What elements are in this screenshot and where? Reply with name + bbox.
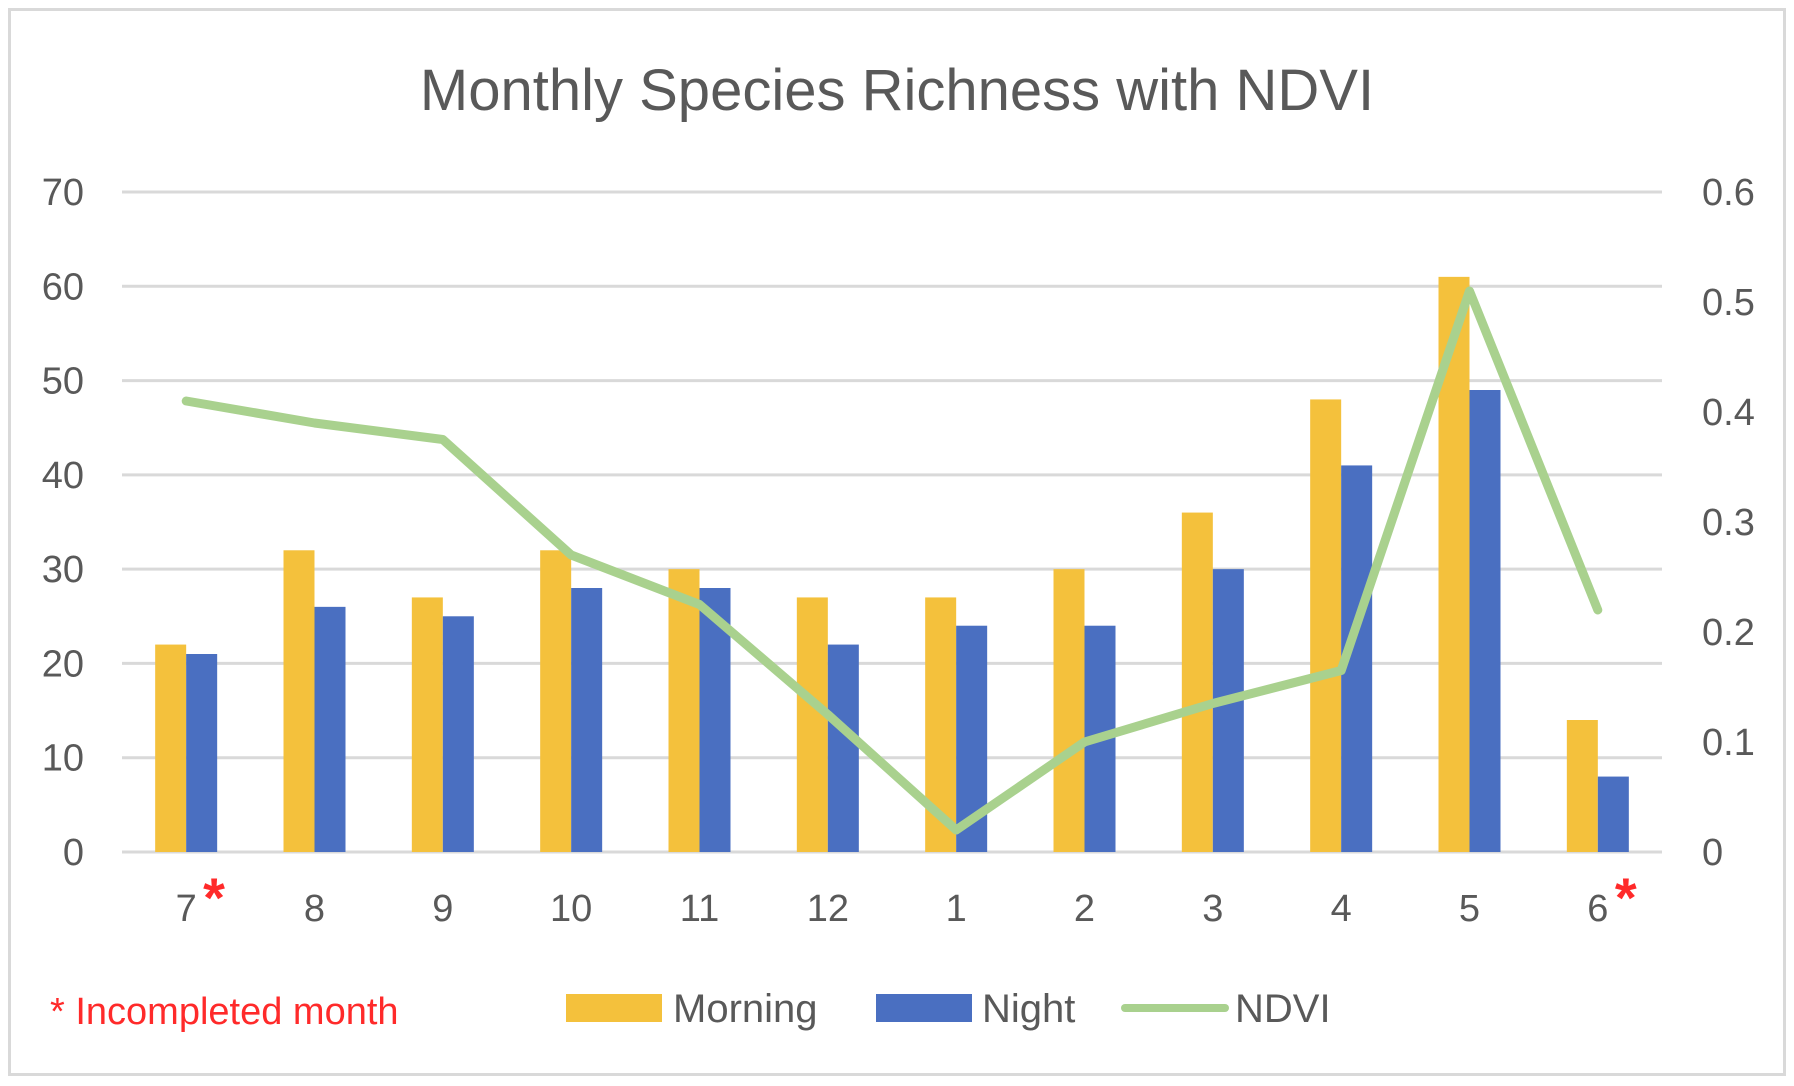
bar-morning: [1310, 399, 1342, 852]
x-axis-tick-label: 1: [946, 888, 967, 930]
right-axis-tick-label: 0: [1702, 832, 1723, 874]
legend-ndvi-label: NDVI: [1235, 987, 1331, 1031]
left-axis-tick-label: 40: [42, 455, 84, 497]
right-axis-tick-label: 0.2: [1702, 612, 1755, 654]
x-axis-tick-label: 6: [1587, 888, 1608, 930]
ndvi-line-layer: [181, 286, 1603, 835]
x-axis: 7 * 8 9 10 11 12 1 2 3 4 5 6 *: [176, 866, 1637, 930]
incomplete-note: * Incompleted month: [50, 991, 399, 1033]
legend-morning-label: Morning: [673, 987, 818, 1031]
incomplete-month-marker: *: [1615, 866, 1637, 929]
legend-night-label: Night: [982, 987, 1075, 1031]
right-axis-tick-label: 0.4: [1702, 392, 1755, 434]
x-axis-tick-label: 5: [1459, 888, 1480, 930]
chart-title: Monthly Species Richness with NDVI: [420, 58, 1374, 123]
bar-morning: [1053, 569, 1085, 852]
bar-morning: [1181, 512, 1213, 852]
legend-night-swatch: [876, 994, 972, 1022]
bar-morning: [283, 550, 315, 852]
left-axis-tick-label: 10: [42, 738, 84, 780]
bar-morning: [1566, 720, 1598, 852]
left-axis-tick-label: 70: [42, 172, 84, 214]
left-axis-tick-label: 20: [42, 643, 84, 685]
left-axis-tick-label: 60: [42, 266, 84, 308]
bars: [155, 276, 1629, 852]
right-axis-tick-label: 0.1: [1702, 722, 1755, 764]
x-axis-tick-label: 8: [304, 888, 325, 930]
bar-night: [442, 616, 474, 852]
right-axis-tick-label: 0.5: [1702, 282, 1755, 324]
x-axis-tick-label: 12: [807, 888, 849, 930]
bar-morning: [411, 597, 443, 852]
x-axis-tick-label: 10: [550, 888, 592, 930]
right-axis: 0 0.1 0.2 0.3 0.4 0.5 0.6: [1702, 172, 1755, 874]
bar-night: [1212, 569, 1244, 852]
right-axis-tick-label: 0.6: [1702, 172, 1755, 214]
bar-night: [1597, 776, 1629, 852]
legend-morning-swatch: [566, 994, 662, 1022]
x-axis-tick-label: 3: [1202, 888, 1223, 930]
bar-morning: [155, 644, 187, 852]
left-axis-tick-label: 0: [63, 832, 84, 874]
bar-night: [1469, 390, 1501, 852]
x-axis-tick-label: 7: [176, 888, 197, 930]
left-axis: 0 10 20 30 40 50 60 70: [42, 172, 84, 874]
bar-night: [186, 654, 218, 852]
bar-morning: [796, 597, 828, 852]
x-axis-tick-label: 2: [1074, 888, 1095, 930]
bar-morning: [540, 550, 572, 852]
x-axis-tick-label: 11: [680, 888, 719, 930]
legend: Morning Night NDVI: [566, 987, 1331, 1031]
x-axis-tick-label: 9: [432, 888, 453, 930]
right-axis-tick-label: 0.3: [1702, 502, 1755, 544]
bar-night: [314, 606, 346, 852]
grid-lines: [122, 190, 1662, 854]
incomplete-month-marker: *: [203, 866, 225, 929]
left-axis-tick-label: 30: [42, 549, 84, 591]
left-axis-tick-label: 50: [42, 361, 84, 403]
x-axis-tick-label: 4: [1331, 888, 1352, 930]
bar-night: [827, 644, 859, 852]
ndvi-line: [181, 286, 1603, 835]
bar-night: [571, 588, 603, 852]
bar-morning: [668, 569, 700, 852]
